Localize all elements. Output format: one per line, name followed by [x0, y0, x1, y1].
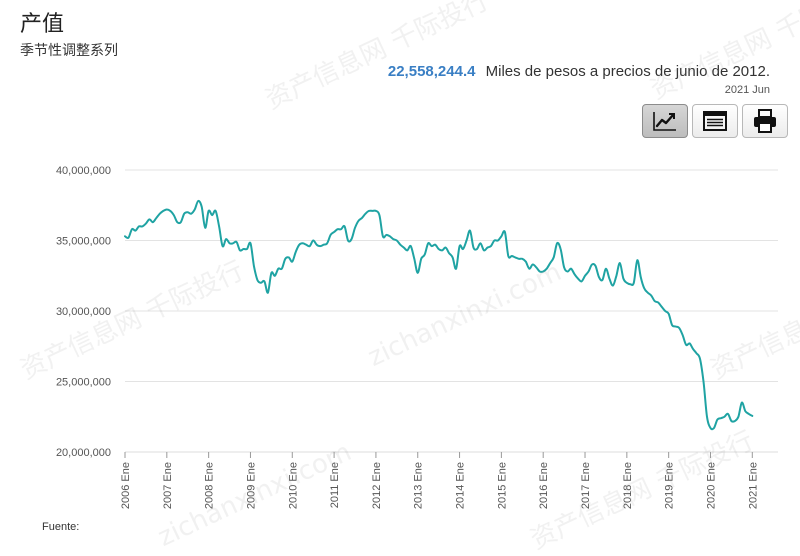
watermark: 资产信息网 千际投行 — [261, 0, 494, 116]
y-axis: 20,000,000 25,000,000 30,000,000 35,000,000… — [56, 165, 111, 459]
x-tick-label: 2018 Ene — [622, 462, 634, 509]
x-tick-label: 2013 Ene — [413, 462, 425, 509]
print-icon — [754, 109, 776, 133]
x-tick-label: 2006 Ene — [120, 462, 132, 509]
x-tick-label: 2017 Ene — [580, 462, 592, 509]
line-chart-button[interactable] — [642, 104, 688, 138]
line-chart: 20,000,000 25,000,000 30,000,000 35,000,000… — [56, 165, 778, 509]
x-tick-label: 2020 Ene — [705, 462, 717, 509]
x-tick-label: 2012 Ene — [371, 462, 383, 509]
table-icon — [703, 111, 727, 131]
x-tick-label: 2015 Ene — [496, 462, 508, 509]
y-tick-label: 20,000,000 — [56, 447, 111, 459]
table-view-button[interactable] — [692, 104, 738, 138]
page-title: 产值 — [20, 12, 65, 37]
gridlines — [125, 169, 778, 453]
y-tick-label: 35,000,000 — [56, 236, 111, 248]
x-tick-label: 2009 Ene — [245, 462, 257, 509]
watermark: 资产信息网 千际投行 — [646, 0, 800, 106]
series-line — [124, 199, 754, 431]
toolbar — [642, 104, 788, 138]
x-tick-label: 2021 Ene — [747, 462, 759, 509]
latest-value: 22,558,244.4 — [387, 63, 476, 80]
y-tick-label: 40,000,000 — [56, 165, 111, 177]
x-tick-label: 2010 Ene — [287, 462, 299, 509]
y-tick-label: 25,000,000 — [56, 377, 111, 389]
x-tick-label: 2011 Ene — [329, 462, 341, 508]
value-unit: Miles de pesos a precios de junio de 201… — [485, 63, 770, 80]
source-label: Fuente: — [42, 521, 80, 533]
x-axis: 2006 Ene 2007 Ene 2008 Ene 2009 Ene 2010 Ene… — [120, 452, 759, 509]
x-tick-label: 2019 Ene — [664, 462, 676, 509]
line-chart-icon — [653, 112, 676, 131]
x-tick-label: 2016 Ene — [538, 462, 550, 509]
x-tick-label: 2007 Ene — [162, 462, 174, 509]
headline: 22,558,244.4 Miles de pesos a precios de… — [388, 63, 770, 80]
print-button[interactable] — [742, 104, 788, 138]
y-tick-label: 30,000,000 — [56, 306, 111, 318]
x-tick-label: 2014 Ene — [455, 462, 467, 509]
x-tick-label: 2008 Ene — [204, 462, 216, 509]
page-subtitle: 季节性调整系列 — [20, 43, 118, 59]
latest-period: 2021 Jun — [724, 84, 770, 96]
